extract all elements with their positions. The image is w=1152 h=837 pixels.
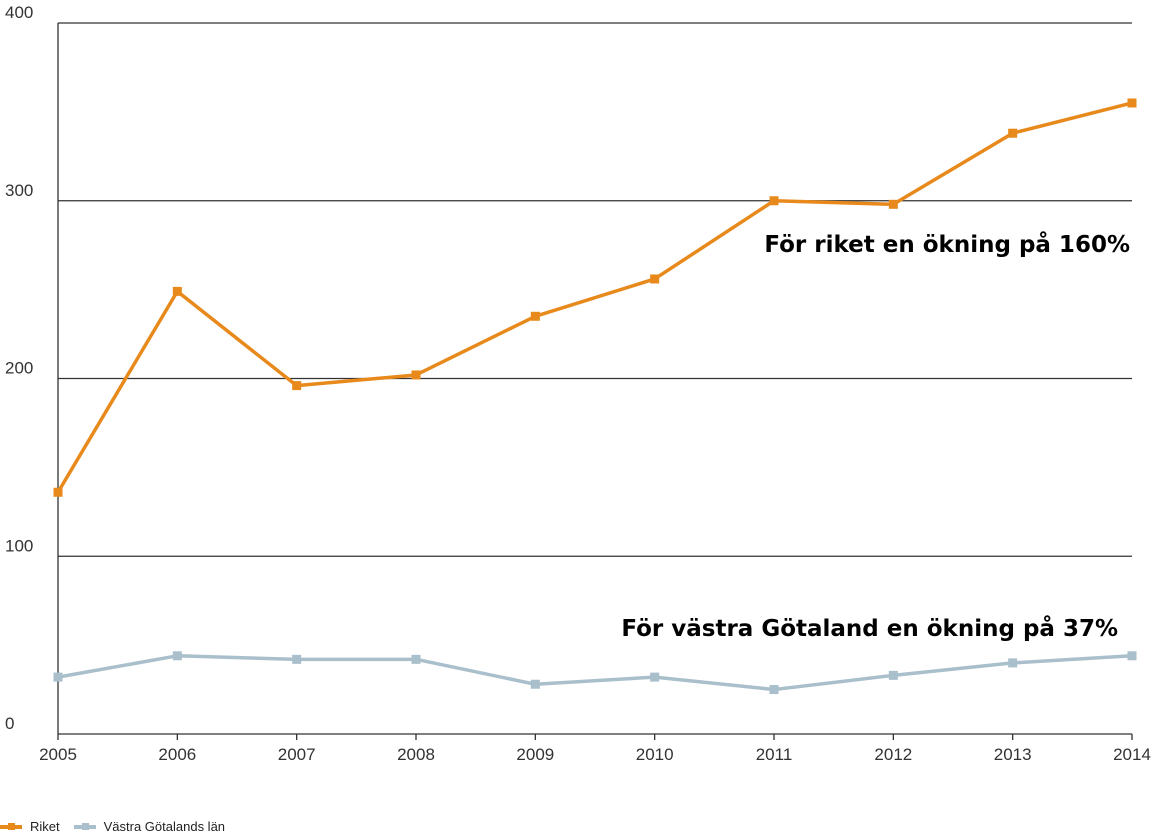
x-tick-label: 2010 (636, 745, 674, 764)
data-point (888, 670, 898, 680)
y-tick-label: 400 (5, 3, 33, 22)
data-point (769, 196, 779, 206)
x-tick-label: 2009 (516, 745, 554, 764)
series-group (53, 98, 1137, 695)
y-tick-label: 0 (5, 714, 14, 733)
data-point (411, 654, 421, 664)
data-point (530, 311, 540, 321)
data-point (292, 381, 302, 391)
x-tick-label: 2012 (874, 745, 912, 764)
x-axis: 2005 2006 2007 2008 2009 2010 2011 2012 2013 2014 (39, 734, 1151, 764)
legend-label-vastra: Västra Götalands län (103, 819, 226, 834)
x-tick-label: 2013 (994, 745, 1032, 764)
x-tick-label: 2014 (1113, 745, 1151, 764)
x-tick-label: 2007 (278, 745, 316, 764)
data-point (530, 679, 540, 689)
data-point (172, 651, 182, 661)
data-point (1127, 651, 1137, 661)
data-point (53, 672, 63, 682)
data-point (1008, 658, 1018, 668)
data-point (650, 672, 660, 682)
data-point (1008, 128, 1018, 138)
data-point (53, 487, 63, 497)
data-point (172, 286, 182, 296)
data-point (1127, 98, 1137, 108)
x-tick-label: 2006 (158, 745, 196, 764)
data-point (411, 370, 421, 380)
y-tick-label: 100 (5, 536, 33, 555)
x-tick-label: 2005 (39, 745, 77, 764)
series-line-0 (56, 101, 1133, 494)
y-axis: 0 100 200 300 400 (5, 3, 59, 734)
x-tick-label: 2008 (397, 745, 435, 764)
legend-item-vastra: Västra Götalands län (73, 819, 226, 834)
data-point (650, 274, 660, 284)
series-line-1 (57, 654, 1133, 692)
data-point (888, 199, 898, 209)
annotation-vastra: För västra Götaland en ökning på 37% (621, 615, 1118, 642)
legend-swatch-riket (0, 822, 22, 830)
legend-swatch-vastra (73, 822, 96, 830)
annotation-riket: För riket en ökning på 160% (764, 231, 1130, 258)
legend: Riket Västra Götalands län (0, 819, 239, 834)
x-tick-label: 2011 (756, 745, 793, 764)
gridlines (58, 22, 1132, 735)
legend-label-riket: Riket (30, 819, 60, 834)
data-point (292, 654, 302, 664)
y-tick-label: 300 (5, 181, 33, 200)
legend-item-riket: Riket (0, 819, 60, 834)
y-tick-label: 200 (5, 359, 33, 378)
data-point (769, 685, 779, 695)
